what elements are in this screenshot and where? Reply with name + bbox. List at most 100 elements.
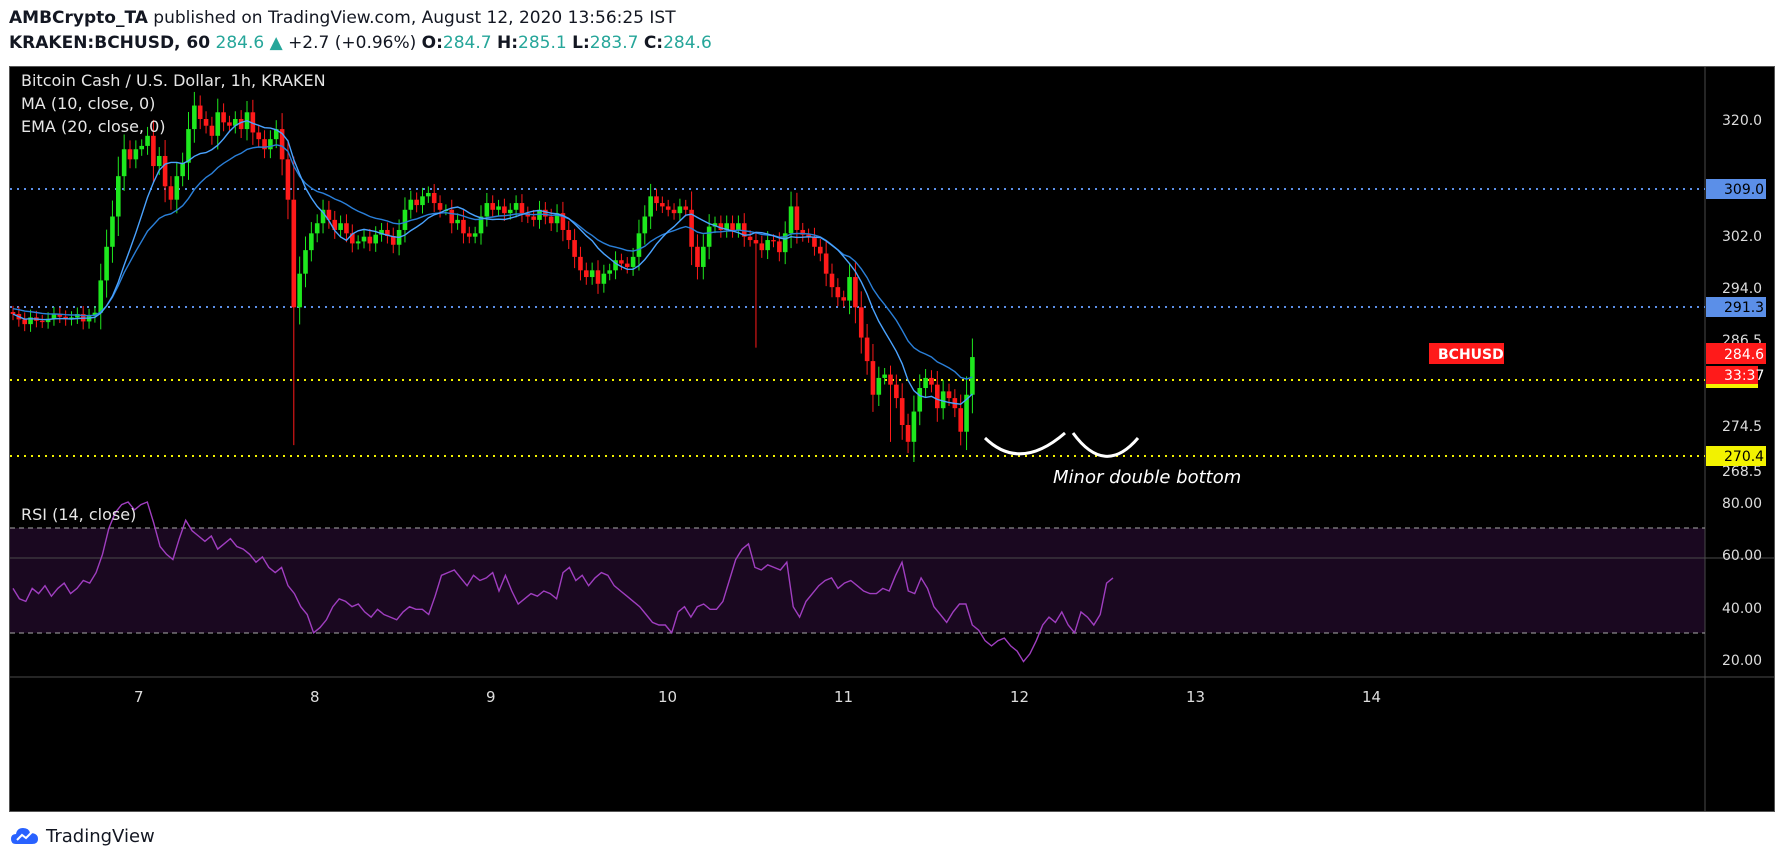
candle-body <box>461 219 466 234</box>
candle-body <box>970 357 975 395</box>
chart-svg[interactable]: Minor double bottom Bitcoin Cash / U.S. … <box>10 67 1774 811</box>
candle-body <box>110 216 115 247</box>
price-change: +2.7 (+0.96%) <box>288 33 417 53</box>
candle-body <box>630 256 636 267</box>
candle-body <box>718 223 724 230</box>
double-bottom-arc-2 <box>1071 432 1140 458</box>
candle-body <box>507 209 513 214</box>
candle-body <box>273 129 279 140</box>
rsi-tick: 80.00 <box>1722 496 1762 512</box>
high-label: H: <box>497 33 519 53</box>
candle-body <box>379 229 384 235</box>
candle-body <box>794 206 800 230</box>
candle-body <box>408 199 414 210</box>
candle-body <box>864 337 870 362</box>
candle-body <box>420 196 425 206</box>
candle-body <box>812 236 817 247</box>
candle-body <box>800 229 806 235</box>
candle-body <box>57 314 63 317</box>
candle-body <box>262 139 267 150</box>
candle-body <box>841 297 846 301</box>
candle-body <box>730 223 735 230</box>
candle-body <box>75 314 80 318</box>
candle-body <box>607 270 612 274</box>
time-tick: 12 <box>1010 688 1029 706</box>
tradingview-logo[interactable]: TradingView <box>10 825 155 847</box>
candle-body <box>238 119 244 130</box>
candle-body <box>338 223 343 230</box>
candle-body <box>829 273 835 288</box>
candle-body <box>121 149 127 177</box>
candle-body <box>847 277 852 301</box>
time-tick: 9 <box>486 688 496 706</box>
price-tag-309: 309.0 <box>1706 179 1766 199</box>
candle-body <box>484 203 490 217</box>
candle-body <box>665 206 671 210</box>
candle-body <box>162 155 168 187</box>
candle-body <box>654 196 659 204</box>
candle-body <box>437 203 443 210</box>
candle-body <box>788 206 794 234</box>
candle-body <box>560 213 566 230</box>
candle-body <box>314 223 320 234</box>
candle-body <box>601 273 607 284</box>
candle-body <box>361 236 367 242</box>
time-tick: 8 <box>310 688 320 706</box>
candle-body <box>531 216 536 220</box>
svg-text:284.6: 284.6 <box>1724 347 1764 363</box>
candle-body <box>250 112 256 133</box>
candle-body <box>543 209 548 217</box>
time-tick: 7 <box>134 688 144 706</box>
rsi-axis: 80.00 60.00 40.00 20.00 <box>1722 496 1762 669</box>
chart-area[interactable]: Minor double bottom Bitcoin Cash / U.S. … <box>9 66 1775 812</box>
candle-body <box>899 398 905 425</box>
author-name[interactable]: AMBCrypto_TA <box>9 8 148 28</box>
candle-body <box>285 159 291 200</box>
cloud-chart-icon <box>11 828 38 844</box>
candle-body <box>624 263 630 267</box>
candle-body <box>268 139 273 150</box>
time-tick: 13 <box>1186 688 1205 706</box>
last-price: 284.6 <box>215 33 265 53</box>
candle-body <box>22 319 27 325</box>
countdown-tag: 33:37 <box>1706 366 1764 388</box>
price-tick: 274.5 <box>1722 419 1762 435</box>
candle-body <box>940 391 946 409</box>
rsi-line <box>12 501 1114 663</box>
last-price-tag: 284.6 <box>1706 343 1766 364</box>
candle-body <box>589 270 595 278</box>
candle-body <box>390 236 396 245</box>
candle-body <box>426 192 431 197</box>
candle-body <box>467 233 472 237</box>
candle-body <box>203 119 209 126</box>
candle-body <box>870 361 876 395</box>
candle-body <box>777 241 782 253</box>
candle-body <box>613 260 618 271</box>
candle-body <box>753 240 759 244</box>
annotation-text: Minor double bottom <box>1053 467 1241 488</box>
ema-legend: EMA (20, close, 0) <box>21 117 166 136</box>
candle-body <box>736 223 741 230</box>
candle-body <box>548 216 554 224</box>
candle-body <box>133 149 139 160</box>
price-tag-270: 270.4 <box>1706 446 1766 466</box>
candle-body <box>823 253 829 274</box>
candle-body <box>116 176 121 217</box>
candle-body <box>455 219 460 224</box>
candle-body <box>519 203 525 214</box>
candle-body <box>449 209 455 224</box>
rsi-legend: RSI (14, close) <box>21 505 136 524</box>
candle-body <box>297 273 302 308</box>
candle-body <box>695 246 700 267</box>
candle-body <box>858 307 864 338</box>
candle-body <box>256 132 261 140</box>
candle-body <box>156 155 162 167</box>
candle-body <box>291 199 297 308</box>
candle-body <box>192 105 197 130</box>
candle-body <box>513 203 519 210</box>
candle-body <box>45 318 51 323</box>
candle-body <box>502 206 507 214</box>
price-tag-291: 291.3 <box>1706 297 1766 317</box>
candle-body <box>566 229 572 241</box>
candle-body <box>180 162 185 177</box>
